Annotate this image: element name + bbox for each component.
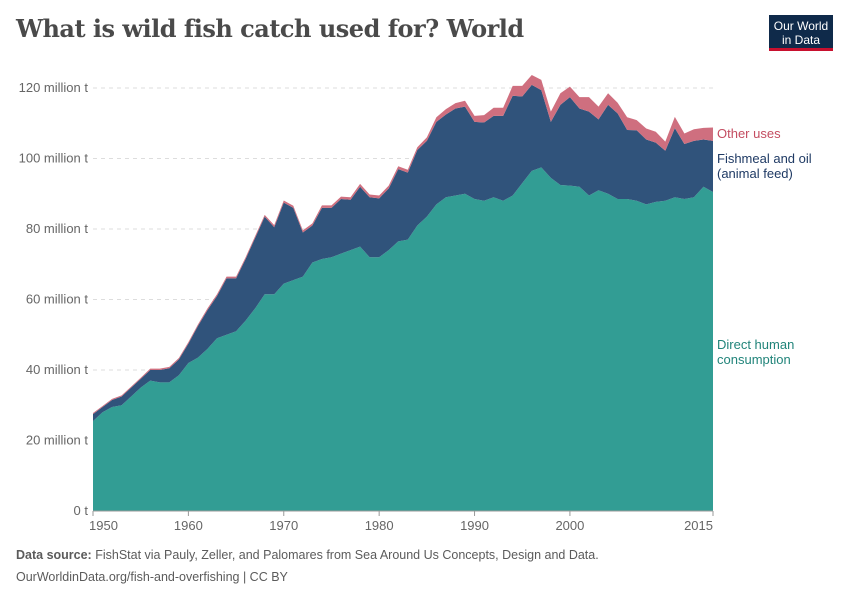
series-label: Other uses xyxy=(717,126,781,141)
x-tick-label: 1950 xyxy=(89,518,118,533)
series-label: consumption xyxy=(717,352,791,367)
source-label: Data source: xyxy=(16,548,92,562)
x-tick-label: 1980 xyxy=(365,518,394,533)
x-tick-label: 1960 xyxy=(174,518,203,533)
y-tick-label: 40 million t xyxy=(26,362,89,377)
footer-url[interactable]: OurWorldinData.org/fish-and-overfishing … xyxy=(16,570,288,584)
series-label: Fishmeal and oil xyxy=(717,151,812,166)
y-tick-label: 0 t xyxy=(74,503,89,518)
y-tick-label: 120 million t xyxy=(19,80,89,95)
x-tick-label: 2000 xyxy=(555,518,584,533)
x-tick-label: 1970 xyxy=(269,518,298,533)
logo-line1: Our World xyxy=(773,19,829,33)
y-tick-label: 80 million t xyxy=(26,221,89,236)
series-label: Direct human xyxy=(717,337,794,352)
area-direct-human-consumption[interactable] xyxy=(93,167,713,511)
data-source: Data source: FishStat via Pauly, Zeller,… xyxy=(16,548,599,562)
y-tick-label: 100 million t xyxy=(19,151,89,166)
chart-title: What is wild fish catch used for? World xyxy=(16,14,524,43)
owid-logo[interactable]: Our World in Data xyxy=(769,15,833,51)
source-text: FishStat via Pauly, Zeller, and Palomare… xyxy=(91,548,599,562)
logo-line2: in Data xyxy=(781,33,821,47)
series-label: (animal feed) xyxy=(717,166,793,181)
y-tick-label: 20 million t xyxy=(26,433,89,448)
x-tick-label: 2015 xyxy=(684,518,713,533)
area-fishmeal-and-oil-animal-feed[interactable] xyxy=(93,84,713,422)
y-tick-label: 60 million t xyxy=(26,292,89,307)
x-tick-label: 1990 xyxy=(460,518,489,533)
